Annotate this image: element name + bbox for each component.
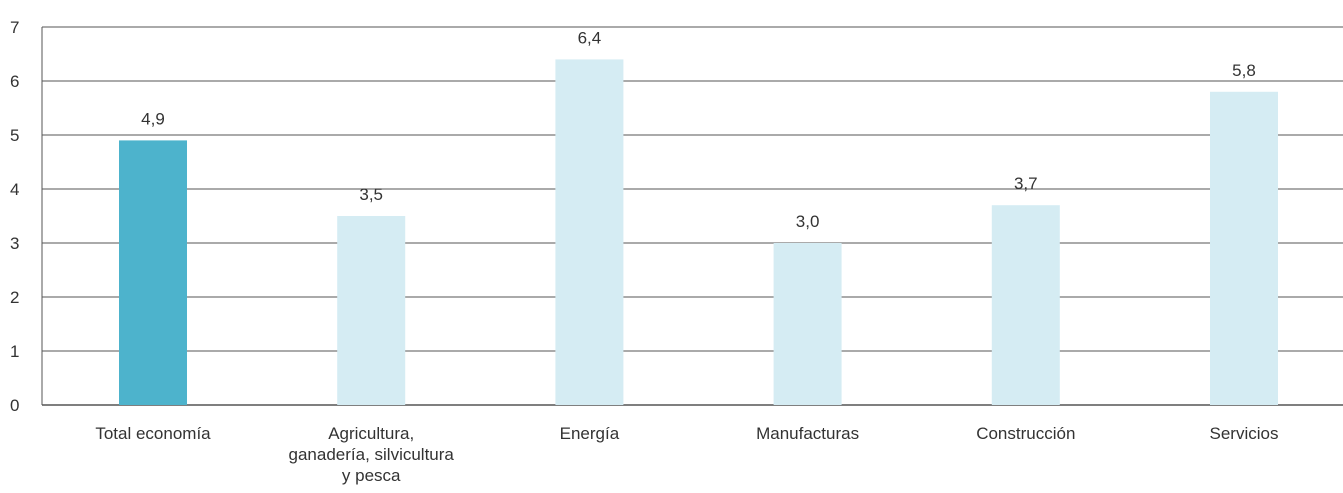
data-label: 3,5 [359,185,383,204]
x-category-label-line: Agricultura, [328,424,414,443]
y-axis-ticks: 0 1 2 3 4 5 6 7 [10,18,19,415]
bar [337,216,406,405]
x-category-label-line: Energía [560,424,620,443]
x-category-label-line: Manufacturas [756,424,859,443]
x-category-label: Agricultura, ganadería, silvicultura y pes… [289,424,455,485]
x-category-label: Energía [560,424,620,443]
bar [555,59,624,406]
y-tick-label: 3 [10,234,19,253]
x-category-label-line: y pesca [342,466,401,485]
x-category-label: Servicios [1210,424,1279,443]
y-tick-label: 2 [10,288,19,307]
data-label: 6,4 [578,28,602,47]
bar [119,140,187,405]
gridlines [41,26,1343,406]
x-category-label: Manufacturas [756,424,859,443]
value-labels: 4,9 3,5 6,4 3,0 3,7 5,8 [141,28,1256,231]
y-tick-label: 5 [10,126,19,145]
x-category-label: Total economía [95,424,211,443]
y-tick-label: 4 [10,180,19,199]
bar [1210,91,1278,406]
bar [991,205,1060,405]
data-label: 4,9 [141,109,165,128]
data-label: 3,0 [796,212,820,231]
y-tick-label: 6 [10,72,19,91]
x-category-label-line: ganadería, silvicultura [289,445,455,464]
y-tick-label: 0 [10,396,19,415]
x-category-label-line: Construcción [976,424,1075,443]
data-label: 5,8 [1232,61,1256,80]
data-label: 3,7 [1014,174,1038,193]
x-axis-categories: Total economía Agricultura, ganadería, sil… [95,424,1278,485]
bars [119,59,1278,406]
x-category-label-line: Servicios [1210,424,1279,443]
y-tick-label: 7 [10,18,19,37]
x-category-label-line: Total economía [95,424,211,443]
x-category-label: Construcción [976,424,1075,443]
bar [773,243,842,405]
y-tick-label: 1 [10,342,19,361]
